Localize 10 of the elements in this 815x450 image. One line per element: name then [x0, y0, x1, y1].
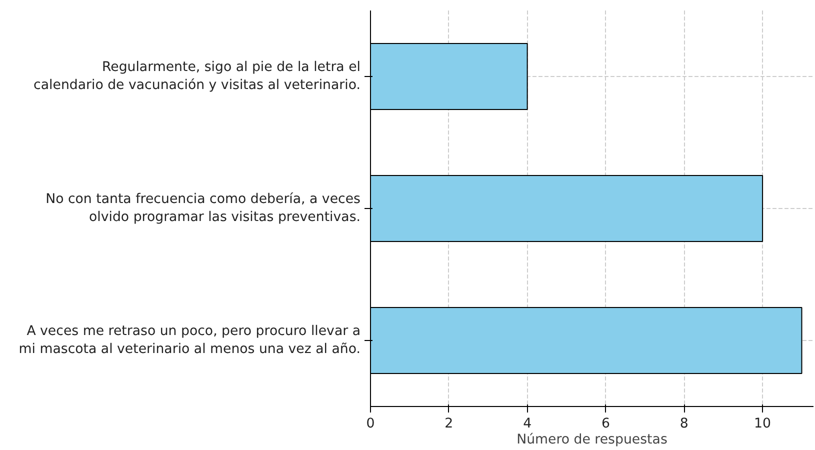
x-tick-label: 0 — [366, 416, 375, 432]
y-tick-label: No con tanta frecuencia como debería, a veces olvido programar las visitas preventivas. — [46, 192, 361, 225]
x-tick-label: 6 — [601, 416, 610, 432]
y-tick-label: Regularmente, sigo al pie de la letra el calendario de vacunación y visitas al veterinario. — [34, 60, 361, 93]
x-tick-label: 10 — [754, 416, 772, 432]
x-axis-title: Número de respuestas — [516, 432, 668, 448]
x-tick-label: 4 — [523, 416, 532, 432]
y-tick-label: A veces me retraso un poco, pero procuro llevar a mi mascota al veterinario al menos una vez al año. — [18, 324, 361, 357]
x-tick-label: 8 — [680, 416, 688, 432]
x-tick-label: 2 — [444, 416, 454, 432]
